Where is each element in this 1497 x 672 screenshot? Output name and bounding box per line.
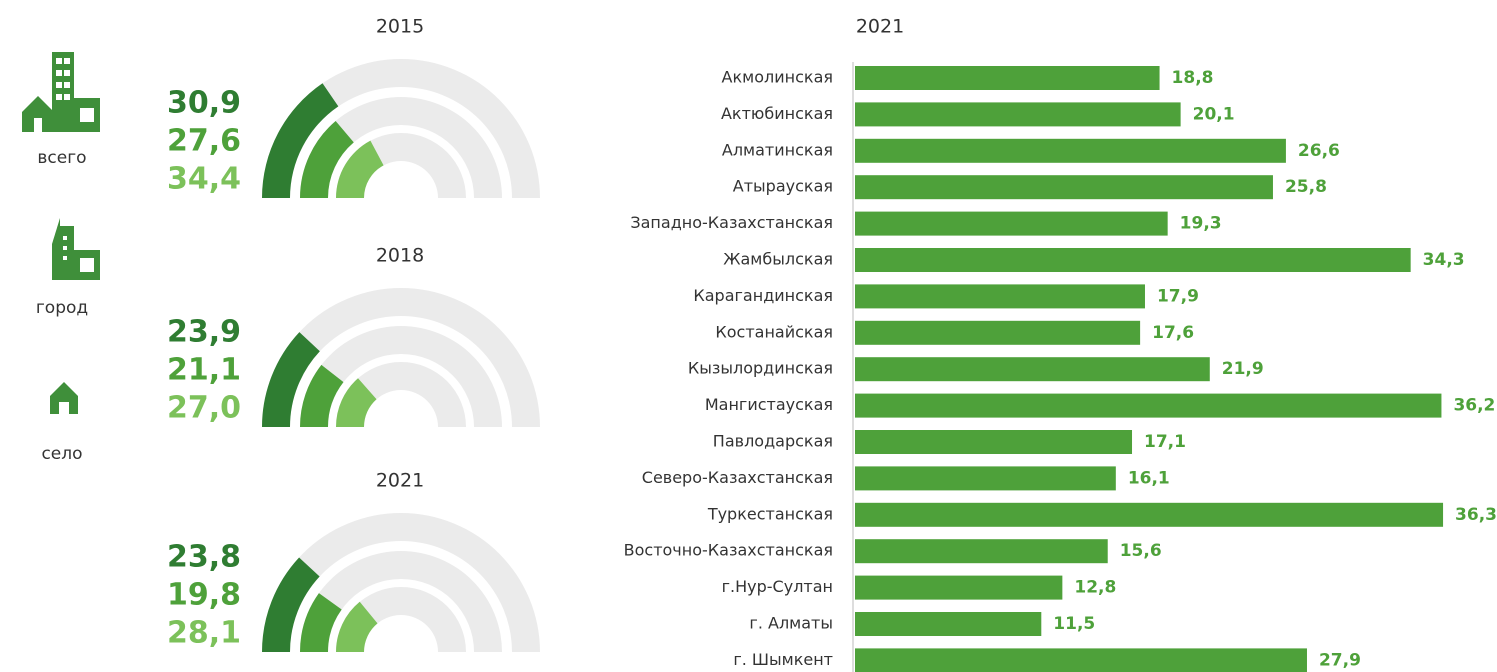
bar [855,357,1210,382]
category-label: Туркестанская [707,504,833,523]
bar [855,393,1442,418]
radial-value-label: 34,4 [167,162,241,197]
category-label: Атырауская [733,177,833,196]
bar [855,284,1145,309]
radial-title: 2018 [376,245,424,267]
chart-title: 2021 [856,16,904,38]
radial-track [300,326,502,427]
value-label: 11,5 [1053,614,1095,634]
value-label: 15,6 [1120,541,1162,561]
radial-track [262,513,540,652]
bar [855,575,1063,600]
category-label: г. Шымкент [733,650,833,669]
radial-arc [300,364,344,427]
category-label: Актюбинская [721,104,833,123]
radial-value-label: 28,1 [167,616,241,651]
icon-village [50,382,78,414]
bar [855,502,1444,527]
value-label: 20,1 [1193,104,1235,124]
radial-arc [300,593,342,652]
radial-arc [262,83,339,198]
radial-arc [336,378,377,427]
value-label: 36,3 [1455,505,1497,525]
radial-track [336,587,466,652]
category-label: г.Нур-Султан [722,577,833,596]
legend-label: село [41,444,82,464]
category-label: Акмолинская [722,68,833,87]
radial-track [262,59,540,198]
category-label: Восточно-Казахстанская [624,541,833,560]
bar [855,539,1108,564]
category-label: Кызылординская [688,359,833,378]
category-label: Костанайская [715,322,833,341]
radial-track [336,362,466,427]
radial-arc [300,120,354,198]
legend-label: город [36,298,88,318]
radial-arc [262,557,320,652]
category-label: Мангистауская [705,395,833,414]
bar [855,648,1307,672]
legend-label: всего [37,148,86,168]
value-label: 12,8 [1074,578,1116,598]
value-label: 27,9 [1319,650,1361,670]
category-label: Западно-Казахстанская [630,213,833,232]
bar [855,320,1141,345]
value-label: 26,6 [1298,141,1340,161]
category-label: Карагандинская [693,286,833,305]
radial-title: 2015 [376,16,424,38]
value-label: 18,8 [1172,68,1214,88]
icon-total [22,52,100,132]
radial-track [262,288,540,427]
icon-city [52,218,100,280]
value-label: 34,3 [1423,250,1465,270]
bar [855,430,1133,454]
value-label: 21,9 [1222,359,1264,379]
category-label: г. Алматы [749,614,833,633]
bar [855,102,1181,127]
radial-arc [336,140,384,198]
bar [855,248,1411,272]
category-label: Жамбылская [723,250,833,269]
radial-value-label: 30,9 [167,86,241,121]
bar [855,138,1286,163]
radial-value-label: 21,1 [167,353,241,388]
value-label: 25,8 [1285,177,1327,197]
category-label: Павлодарская [713,432,833,451]
value-label: 16,1 [1128,468,1170,488]
bar [855,66,1160,90]
radial-arc [262,332,320,427]
radial-arc [336,601,378,652]
value-label: 36,2 [1453,396,1495,416]
bar [855,175,1273,200]
bar [855,211,1168,236]
radial-title: 2021 [376,470,424,492]
value-label: 17,9 [1157,286,1199,306]
radial-track [300,551,502,652]
bar [855,466,1116,491]
bar [855,612,1042,636]
radial-value-label: 23,9 [167,315,241,350]
value-label: 19,3 [1180,214,1222,234]
value-label: 17,6 [1152,323,1194,343]
radial-value-label: 19,8 [167,578,241,613]
category-label: Алматинская [722,140,833,159]
radial-value-label: 27,0 [167,391,241,426]
value-label: 17,1 [1144,432,1186,452]
radial-value-label: 27,6 [167,124,241,159]
radial-value-label: 23,8 [167,540,241,575]
category-label: Северо-Казахстанская [642,468,833,487]
radial-track [300,97,502,198]
